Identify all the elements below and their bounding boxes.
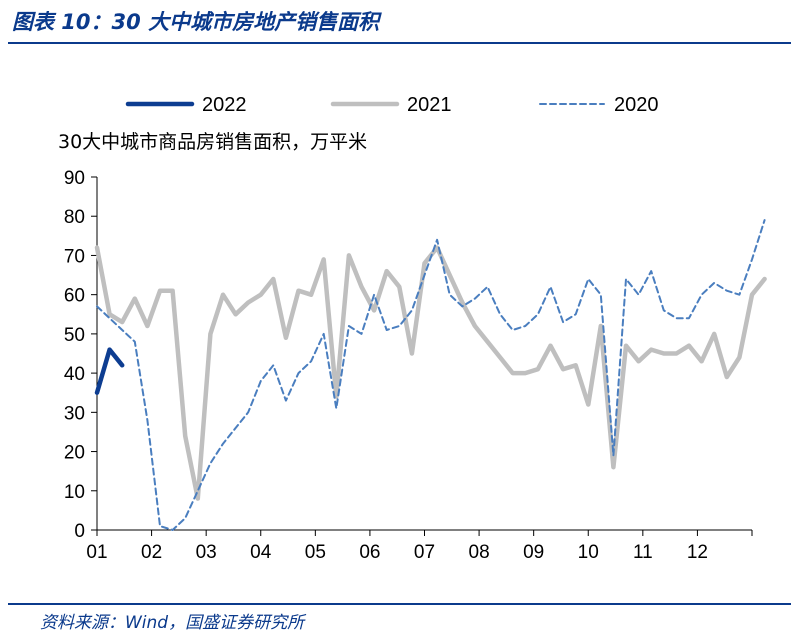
- y-tick-label-60: 60: [64, 286, 85, 307]
- source-note: 资料来源：Wind，国盛证券研究所: [40, 613, 305, 633]
- x-tick-label-11: 11: [633, 542, 653, 563]
- x-tick-label-03: 03: [196, 542, 217, 563]
- x-tick-label-04: 04: [250, 542, 272, 563]
- series-layer: [94, 219, 767, 531]
- x-tick-label-08: 08: [469, 542, 490, 563]
- source-rule: [8, 603, 791, 605]
- y-tick-label-40: 40: [64, 364, 85, 385]
- y-tick-label-80: 80: [64, 207, 85, 228]
- x-axis: 01 02 03 04 05 06 07 08 09 10 11 12: [86, 529, 753, 563]
- x-tick-label-02: 02: [141, 542, 162, 563]
- y-axis: 0 10 20 30 40 50 60 70 80 90: [64, 168, 98, 542]
- legend-label-2021: 2021: [407, 94, 452, 116]
- legend-label-2022: 2022: [202, 94, 247, 116]
- series-line-2022: [94, 347, 125, 395]
- y-tick-label-70: 70: [64, 246, 85, 267]
- x-tick-label-12: 12: [687, 542, 708, 563]
- figure-title: 图表 10：30 大中城市房地产销售面积: [12, 10, 380, 34]
- y-tick-label-30: 30: [64, 403, 85, 424]
- y-tick-label-50: 50: [64, 325, 85, 346]
- y-tick-label-0: 0: [74, 521, 85, 542]
- y-tick-label-90: 90: [64, 168, 85, 189]
- legend: 2022 2021 2020: [125, 94, 659, 116]
- x-tick-label-01: 01: [86, 542, 107, 563]
- series-line-2021: [94, 245, 767, 501]
- line-chart: 2022 2021 2020 30大中城市商品房销售面积，万平米 010203040…: [58, 94, 767, 563]
- title-rule: [8, 42, 791, 44]
- x-tick-label-07: 07: [414, 542, 435, 563]
- y-tick-label-20: 20: [64, 443, 85, 464]
- x-tick-label-09: 09: [523, 542, 544, 563]
- x-tick-label-06: 06: [359, 542, 380, 563]
- series-line-2020: [96, 219, 766, 531]
- x-tick-label-05: 05: [305, 542, 326, 563]
- x-tick-label-10: 10: [578, 542, 599, 563]
- legend-label-2020: 2020: [614, 94, 659, 116]
- y-axis-unit-label: 30大中城市商品房销售面积，万平米: [58, 131, 367, 153]
- y-tick-label-10: 10: [64, 482, 85, 503]
